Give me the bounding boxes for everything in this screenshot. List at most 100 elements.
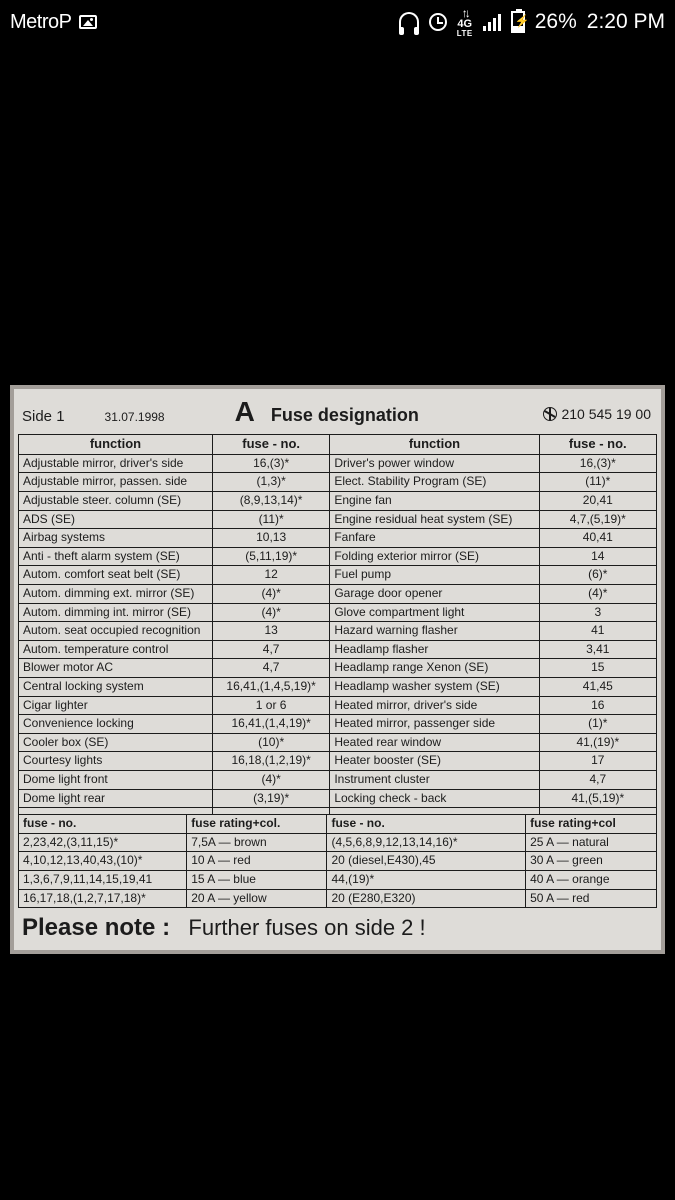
table-cell: 12 (212, 566, 329, 585)
table-cell: Elect. Stability Program (SE) (330, 473, 539, 492)
table-cell: 50 A — red (526, 889, 657, 908)
table-cell: 17 (539, 752, 656, 771)
table-cell: 25 A — natural (526, 833, 657, 852)
table-cell: Adjustable mirror, driver's side (19, 454, 213, 473)
table-row: Blower motor AC4,7Headlamp range Xenon (… (19, 659, 657, 678)
table-cell: Autom. dimming int. mirror (SE) (19, 603, 213, 622)
table-cell: 15 (539, 659, 656, 678)
table-row: Cigar lighter1 or 6Heated mirror, driver… (19, 696, 657, 715)
card-header: Side 1 31.07.1998 A Fuse designation 210… (18, 394, 657, 434)
th-function-2: function (330, 435, 539, 455)
network-type: 4G (457, 19, 473, 30)
table-cell: (4,5,6,8,9,12,13,14,16)* (327, 833, 526, 852)
card-title: Fuse designation (271, 405, 419, 426)
table-row: Airbag systems10,13Fanfare40,41 (19, 529, 657, 548)
table-cell: (11)* (212, 510, 329, 529)
part-number-text: 210 545 19 00 (561, 406, 651, 422)
table-cell: Airbag systems (19, 529, 213, 548)
th-fuse-no-2: fuse - no. (539, 435, 656, 455)
table-cell: Instrument cluster (330, 770, 539, 789)
th-fuse-no: fuse - no. (212, 435, 329, 455)
table-cell: Cigar lighter (19, 696, 213, 715)
table-cell: 13 (212, 622, 329, 641)
status-left-cluster: MetroP (10, 11, 97, 34)
table-cell: (8,9,13,14)* (212, 492, 329, 511)
table-cell: Dome light front (19, 770, 213, 789)
table-cell: 3,41 (539, 640, 656, 659)
date-label: 31.07.1998 (105, 410, 165, 424)
table-cell: Heated mirror, passenger side (330, 715, 539, 734)
table-row: Autom. dimming int. mirror (SE)(4)*Glove… (19, 603, 657, 622)
table-row: Autom. seat occupied recognition13Hazard… (19, 622, 657, 641)
status-right-cluster: ↑↓ 4G LTE ⚡ 26% 2:20 PM (399, 7, 665, 38)
table-row: Adjustable steer. column (SE)(8,9,13,14)… (19, 492, 657, 511)
table-row: Convenience locking16,41,(1,4,19)*Heated… (19, 715, 657, 734)
th-function: function (19, 435, 213, 455)
table-cell: 15 A — blue (187, 870, 327, 889)
table-cell: Central locking system (19, 678, 213, 697)
table-cell: Headlamp range Xenon (SE) (330, 659, 539, 678)
table-cell: Adjustable steer. column (SE) (19, 492, 213, 511)
table-row: Autom. comfort seat belt (SE)12Fuel pump… (19, 566, 657, 585)
table-cell: Autom. seat occupied recognition (19, 622, 213, 641)
table-cell: 16,41,(1,4,19)* (212, 715, 329, 734)
table-cell: (10)* (212, 733, 329, 752)
th-r-rating: fuse rating+col. (187, 815, 327, 834)
mercedes-star-icon (543, 407, 557, 421)
table-cell: 10,13 (212, 529, 329, 548)
table-cell: 4,7 (212, 659, 329, 678)
table-cell: Engine fan (330, 492, 539, 511)
table-cell: Heated mirror, driver's side (330, 696, 539, 715)
table-cell: (3,19)* (212, 789, 329, 808)
battery-icon: ⚡ (511, 11, 525, 33)
table-cell: Adjustable mirror, passen. side (19, 473, 213, 492)
table-cell: Hazard warning flasher (330, 622, 539, 641)
table-row: Autom. temperature control4,7Headlamp fl… (19, 640, 657, 659)
table-cell: 30 A — green (526, 852, 657, 871)
section-letter: A (235, 396, 255, 428)
android-status-bar: MetroP ↑↓ 4G LTE ⚡ 26% 2:20 PM (0, 0, 675, 44)
table-cell: Anti - theft alarm system (SE) (19, 547, 213, 566)
table-cell: 41,(5,19)* (539, 789, 656, 808)
table-row: Adjustable mirror, driver's side16,(3)*D… (19, 454, 657, 473)
table-cell: Headlamp washer system (SE) (330, 678, 539, 697)
alarm-icon (429, 13, 447, 31)
table-cell: (4)* (212, 603, 329, 622)
footer-note: Please note : Further fuses on side 2 ! (18, 908, 657, 944)
table-cell: 16,41,(1,4,5,19)* (212, 678, 329, 697)
table-cell: 7,5A — brown (187, 833, 327, 852)
table-cell: 20 (diesel,E430),45 (327, 852, 526, 871)
table-cell: 40 A — orange (526, 870, 657, 889)
table-cell: 40,41 (539, 529, 656, 548)
table-cell: 41 (539, 622, 656, 641)
network-icon: ↑↓ 4G LTE (457, 7, 473, 38)
table-cell: 10 A — red (187, 852, 327, 871)
table-row: Central locking system16,41,(1,4,5,19)*H… (19, 678, 657, 697)
table-cell: Driver's power window (330, 454, 539, 473)
table-row: Dome light rear(3,19)*Locking check - ba… (19, 789, 657, 808)
th-r-fuse-no: fuse - no. (19, 815, 187, 834)
table-row: Courtesy lights16,18,(1,2,19)*Heater boo… (19, 752, 657, 771)
table-cell: 3 (539, 603, 656, 622)
side-label: Side 1 (22, 408, 65, 425)
table-cell: (1,3)* (212, 473, 329, 492)
ratings-header-row: fuse - no. fuse rating+col. fuse - no. f… (19, 815, 657, 834)
table-cell: Courtesy lights (19, 752, 213, 771)
table-cell: (4)* (212, 770, 329, 789)
table-row: Adjustable mirror, passen. side(1,3)*Ele… (19, 473, 657, 492)
table-cell: 1,3,6,7,9,11,14,15,19,41 (19, 870, 187, 889)
table-cell: Convenience locking (19, 715, 213, 734)
table-cell: Heated rear window (330, 733, 539, 752)
table-cell: 4,7 (212, 640, 329, 659)
table-cell: (6)* (539, 566, 656, 585)
table-cell: 16,18,(1,2,19)* (212, 752, 329, 771)
table-row: 4,10,12,13,40,43,(10)*10 A — red20 (dies… (19, 852, 657, 871)
table-cell: (4)* (539, 585, 656, 604)
table-row: Anti - theft alarm system (SE)(5,11,19)*… (19, 547, 657, 566)
carrier-label: MetroP (10, 11, 71, 34)
viewer-content[interactable]: Side 1 31.07.1998 A Fuse designation 210… (10, 385, 665, 954)
table-cell: Dome light rear (19, 789, 213, 808)
ratings-table: fuse - no. fuse rating+col. fuse - no. f… (18, 814, 657, 908)
table-cell: 20 (E280,E320) (327, 889, 526, 908)
table-cell: 41,45 (539, 678, 656, 697)
